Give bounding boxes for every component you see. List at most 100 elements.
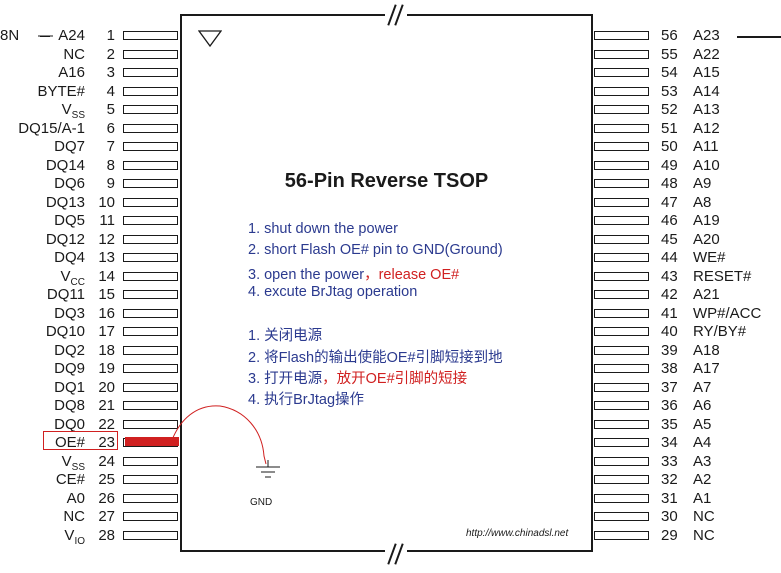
right-pin-label: A22 [693,46,720,64]
instruction-en-2: 2. short Flash OE# pin to GND(Ground) [248,242,503,258]
left-pin-lead [123,253,178,262]
right-pin-label: A19 [693,212,720,230]
right-pin-label: RY/BY# [693,323,746,341]
gnd-label: GND [250,497,273,508]
right-pin-label: A8 [693,194,711,212]
left-pin-number: 8 [106,156,115,174]
right-pin-label: A15 [693,64,720,82]
left-pin-number: 22 [98,415,115,433]
left-pin-number: 1 [106,27,115,44]
left-pin-lead [123,31,178,40]
pin-label-text: A14 [693,82,720,100]
left-pin-label: NC [0,46,85,64]
left-pin-label: VSS [0,101,85,125]
right-pin-lead [594,179,649,188]
left-pin-number: 2 [106,45,115,63]
left-pin-label: CE# [0,471,85,489]
left-pin-label: DQ10 [0,323,85,341]
right-pin-lead [594,123,649,133]
right-pin-number: 31 [661,489,678,507]
pin-label-text: BYTE# [37,82,85,100]
pin-label-text: DQ4 [54,249,85,266]
left-pin-lead [123,364,178,373]
left-pin-lead [123,68,178,77]
pin-label-text: A13 [693,101,720,118]
right-pin-label: NC [693,508,715,526]
chip-title: 56-Pin Reverse TSOP [284,170,489,192]
pin-label-text: DQ7 [54,138,85,155]
left-pin-lead [123,49,178,59]
right-pin-lead [594,493,649,503]
right-pin-lead [594,401,649,410]
pin-label-text: OE# [54,434,85,451]
left-pin-label: A16 [0,64,85,82]
left-pin-lead [123,179,178,188]
pin-label-text: NC [693,526,715,544]
pin-label-text: DQ13 [45,193,85,211]
pin-label-text: A5 [693,415,712,433]
right-pin-label: A21 [693,286,720,304]
right-pin-lead [594,530,649,540]
right-pin-number: 42 [661,286,678,303]
pin-label-subscript: SS [71,461,85,473]
left-pin-number: 28 [98,526,115,544]
left-pin-label: DQ14 [0,157,85,175]
right-pin-label: A11 [693,138,719,156]
right-pin-number: 29 [661,526,678,544]
pin-label-text: A18 [693,341,720,359]
left-pin-label: DQ5 [0,212,85,230]
left-pin-label: NC [0,508,85,526]
right-pin-lead [594,160,649,170]
pin-label-text: A23 [693,27,720,44]
left-pin-label: DQ9 [0,360,85,378]
right-pin-number: 38 [661,360,678,377]
left-pin-number: 19 [98,360,115,377]
instruction-cn-4: 4. 执行BrJtag操作 [248,392,365,408]
right-pin-number: 40 [661,323,678,340]
right-pin-label: A6 [693,397,711,415]
instruction-cn-3: 3. 打开电源，放开OE#引脚的短接 [248,367,467,388]
right-pin-lead [594,216,649,225]
left-pin-number: 6 [106,119,115,137]
right-pin-label: A2 [693,471,711,489]
left-pin-lead [123,530,178,540]
right-pin-number: 32 [661,471,678,488]
left-pin-lead [123,86,178,96]
pin-label-text: A16 [58,64,85,81]
left-pin-label: DQ12 [0,231,85,249]
right-pin-number: 51 [661,119,678,137]
left-pin-lead [123,475,178,484]
right-pin-label: WP#/ACC [693,305,761,323]
right-pin-lead [594,197,649,207]
right-pin-label: A12 [693,120,720,138]
pin-label-text: V [61,101,72,118]
ground-icon [256,460,280,478]
left-pin-label: A24 [0,27,85,45]
pin-label-text: V [64,526,75,544]
pin-label-text: DQ9 [54,360,85,377]
left-pin-lead [123,512,178,521]
left-pin-number: 25 [98,471,115,488]
left-pin-label: VIO [0,527,85,551]
left-pin-label: DQ3 [0,305,85,323]
pin-label-text: DQ8 [54,397,85,414]
right-pin-number: 47 [661,193,678,211]
pin-label-text: A6 [693,397,712,414]
right-pin-number: 33 [661,452,678,470]
left-pin-number: 21 [98,397,115,414]
pin-label-text: A21 [693,286,720,303]
left-pin-label: DQ8 [0,397,85,415]
left-pin-label: DQ0 [0,416,85,434]
pin-label-text: DQ11 [46,286,85,303]
right-pin-number: 55 [661,45,678,63]
pin-label-text: A1 [693,489,712,507]
instruction-cn-3-release: ，放开OE#引脚的短接 [322,371,468,387]
instruction-en-4: 4. excute BrJtag operation [248,284,418,300]
pin-label-text: A0 [66,489,85,507]
right-pin-lead [594,68,649,77]
pin-label-text: DQ10 [45,323,85,340]
pin-label-text: A8 [693,193,712,211]
a24-lead-line [40,36,50,37]
right-pin-lead [594,364,649,373]
